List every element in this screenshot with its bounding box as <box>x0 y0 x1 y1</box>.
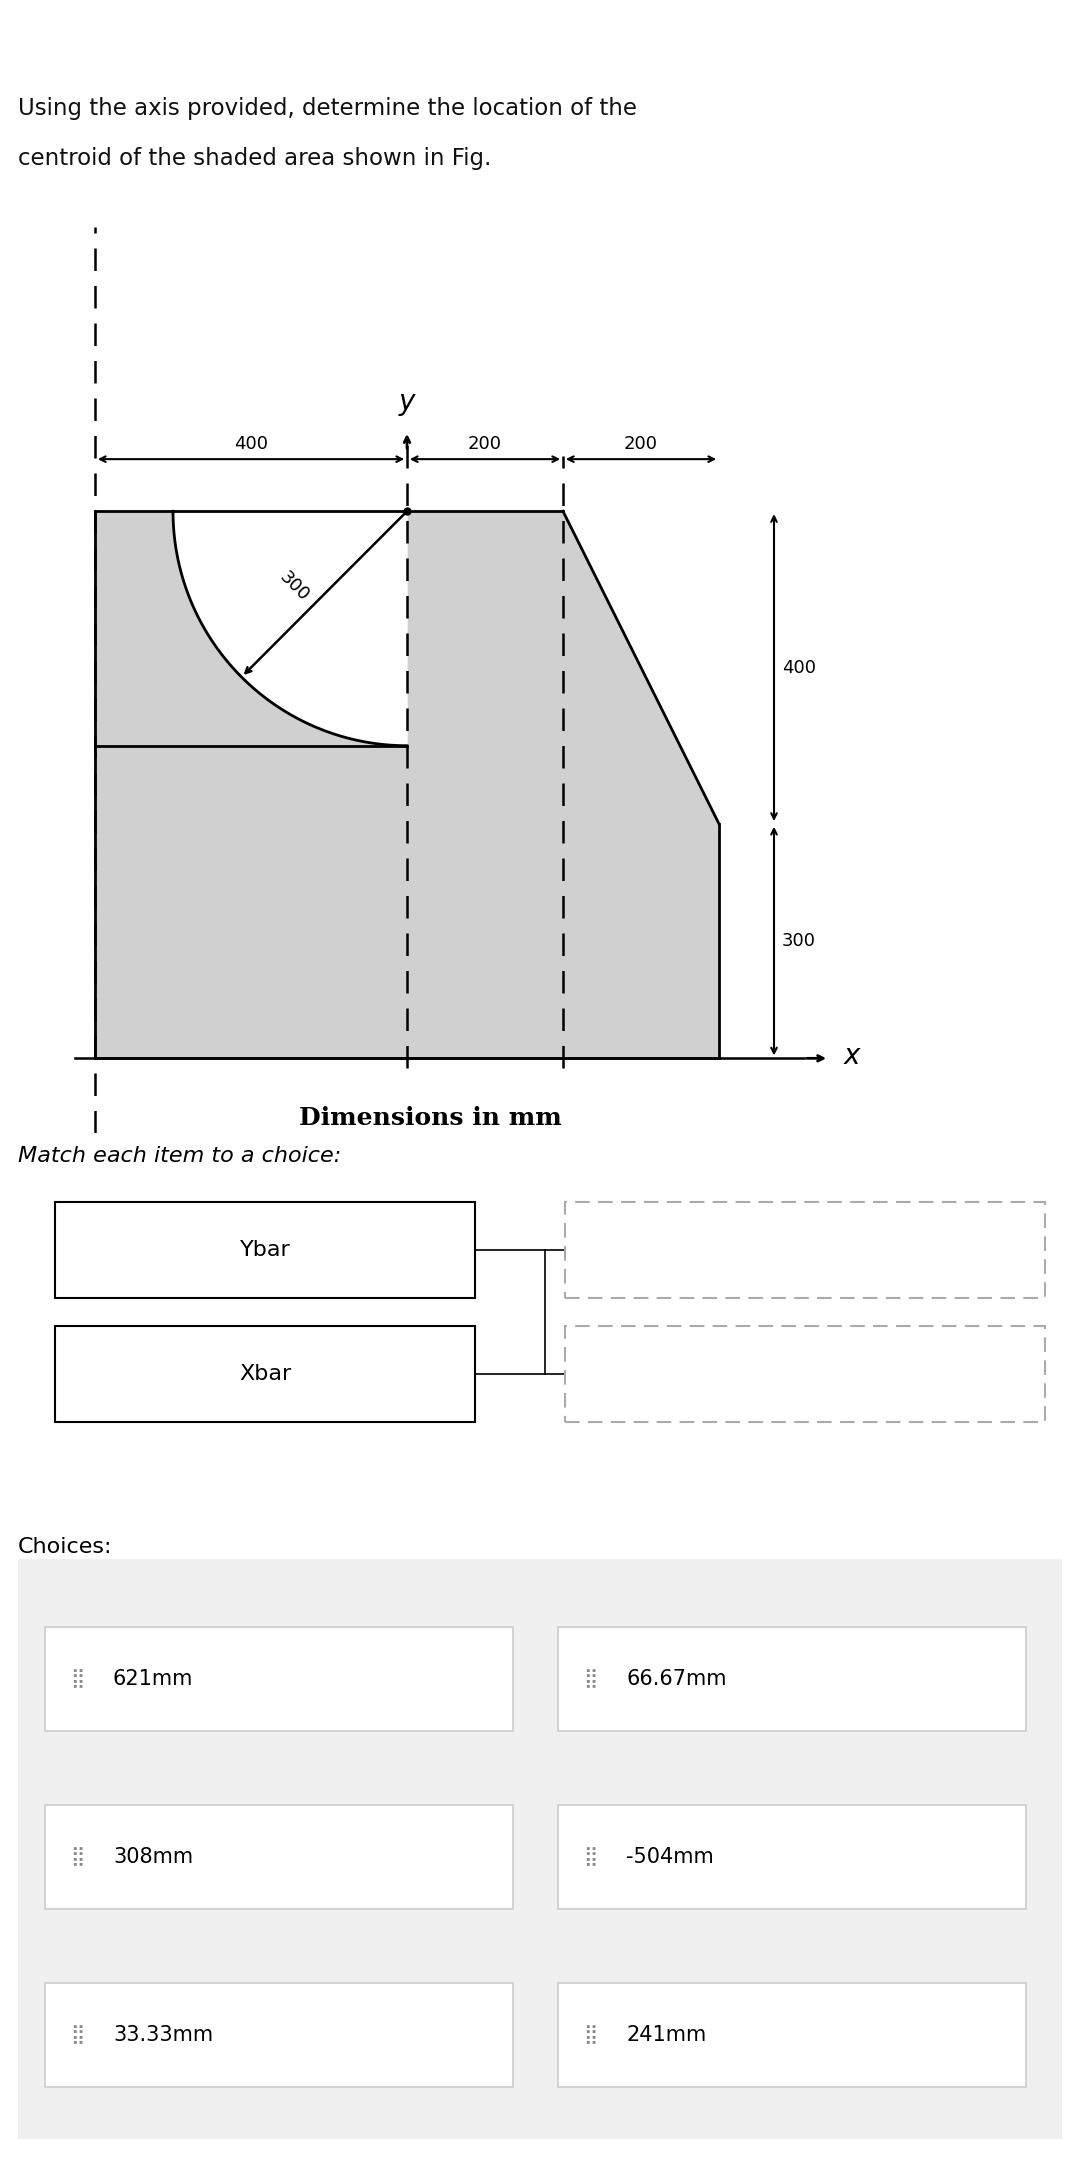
Text: 400: 400 <box>234 436 268 453</box>
Text: Choices:: Choices: <box>18 1537 112 1557</box>
Text: 308mm: 308mm <box>113 1848 193 1868</box>
Text: ⣿: ⣿ <box>70 2025 84 2045</box>
Text: x: x <box>843 1043 861 1071</box>
Text: ⣿: ⣿ <box>70 1848 84 1868</box>
FancyBboxPatch shape <box>45 1628 513 1732</box>
Text: Using the axis provided, determine the location of the: Using the axis provided, determine the l… <box>18 97 637 121</box>
Text: 200: 200 <box>624 436 658 453</box>
FancyBboxPatch shape <box>558 1805 1026 1909</box>
Text: ⣿: ⣿ <box>583 1669 597 1688</box>
Text: Dimensions in mm: Dimensions in mm <box>299 1105 562 1131</box>
Text: 33.33mm: 33.33mm <box>113 2025 213 2045</box>
Text: -504mm: -504mm <box>626 1848 714 1868</box>
Text: 300: 300 <box>782 933 816 950</box>
FancyBboxPatch shape <box>558 1982 1026 2088</box>
FancyBboxPatch shape <box>45 1805 513 1909</box>
Text: 200: 200 <box>468 436 502 453</box>
Text: 66.67mm: 66.67mm <box>626 1669 727 1688</box>
Text: Xbar: Xbar <box>239 1364 292 1384</box>
Text: ⣿: ⣿ <box>70 1669 84 1688</box>
Polygon shape <box>173 512 407 745</box>
FancyBboxPatch shape <box>55 1203 475 1298</box>
Text: Match each item to a choice:: Match each item to a choice: <box>18 1146 341 1166</box>
Text: 300: 300 <box>275 568 312 605</box>
Text: ⣿: ⣿ <box>583 2025 597 2045</box>
Text: 241mm: 241mm <box>626 2025 706 2045</box>
Text: centroid of the shaded area shown in Fig.: centroid of the shaded area shown in Fig… <box>18 147 491 171</box>
FancyBboxPatch shape <box>565 1326 1045 1423</box>
FancyBboxPatch shape <box>565 1203 1045 1298</box>
FancyBboxPatch shape <box>558 1628 1026 1732</box>
Text: 400: 400 <box>782 658 816 676</box>
Text: y: y <box>399 389 415 417</box>
Text: Ybar: Ybar <box>240 1239 291 1259</box>
FancyBboxPatch shape <box>45 1982 513 2088</box>
Text: 621mm: 621mm <box>113 1669 193 1688</box>
Text: ⣿: ⣿ <box>583 1848 597 1868</box>
FancyBboxPatch shape <box>55 1326 475 1423</box>
Polygon shape <box>95 512 719 1058</box>
FancyBboxPatch shape <box>18 1559 1062 2140</box>
